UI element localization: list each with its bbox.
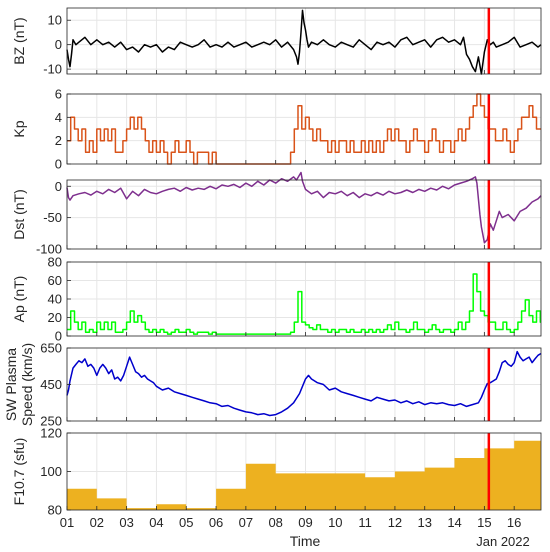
y-tick-label: 0 [55, 179, 62, 194]
x-tick-label: 04 [149, 515, 163, 530]
x-tick-label: 09 [298, 515, 312, 530]
x-tick-label: 01 [60, 515, 74, 530]
series-line [66, 171, 542, 244]
x-tick-label: 14 [447, 515, 461, 530]
y-tick-label: -10 [43, 62, 62, 77]
axes-frame [66, 7, 542, 75]
panel-3: -100 -50 0 Dst (nT) [11, 171, 542, 257]
y-tick-label: 450 [40, 377, 62, 392]
y-tick-label: 250 [40, 414, 62, 429]
date-note: Jan 2022 [476, 534, 530, 549]
y-tick-label: 10 [48, 13, 62, 28]
x-tick-label: 15 [477, 515, 491, 530]
axes-frame [66, 179, 542, 250]
y-tick-label: 4 [55, 110, 62, 125]
y-tick-label: -100 [36, 242, 62, 257]
y-tick-label: 40 [48, 292, 62, 307]
y-tick-label: 120 [40, 426, 62, 441]
x-tick-label: 10 [328, 515, 342, 530]
x-tick-label: 05 [179, 515, 193, 530]
x-tick-label: 11 [358, 515, 372, 530]
y-axis-label: Ap (nT) [11, 276, 27, 323]
panel-2: 0 2 4 6 Kp [11, 87, 542, 172]
x-tick-label: 02 [90, 515, 104, 530]
y-tick-label: 60 [48, 273, 62, 288]
y-tick-label: 100 [40, 464, 62, 479]
y-axis-label: Speed (km/s) [19, 343, 35, 426]
panel-1: -10 0 10 BZ (nT) [11, 7, 542, 77]
y-tick-label: 0 [55, 157, 62, 172]
series-line [66, 9, 542, 75]
y-axis-label: Dst (nT) [11, 189, 27, 240]
panel-6: 80 100 120 01 02 03 04 05 06 07 08 09 10 11 12 13 14 15 16… [11, 426, 542, 530]
panel-5: 250 450 650 SW Plasma Speed (km/s) [3, 341, 542, 429]
y-axis-label: BZ (nT) [11, 17, 27, 64]
y-tick-label: 2 [55, 133, 62, 148]
x-tick-label: 16 [507, 515, 521, 530]
x-tick-label: 12 [388, 515, 402, 530]
y-axis-label: F10.7 (sfu) [11, 438, 27, 506]
y-tick-label: 650 [40, 341, 62, 356]
panel-4: 0 20 40 60 80 Ap (nT) [11, 255, 542, 344]
x-tick-label: 03 [119, 515, 133, 530]
series-line [66, 350, 542, 417]
y-tick-label: 6 [55, 87, 62, 102]
x-tick-label: 06 [209, 515, 223, 530]
series-line [67, 93, 542, 165]
y-tick-label: 80 [48, 255, 62, 270]
y-axis-label: SW Plasma [3, 348, 19, 421]
plot-area [67, 180, 541, 249]
y-axis-label: Kp [11, 120, 27, 137]
y-tick-label: 0 [55, 329, 62, 344]
y-tick-label: 0 [55, 37, 62, 52]
x-axis-label: Time [290, 533, 321, 549]
axes-frame [66, 93, 542, 165]
series-area [67, 440, 541, 510]
series-line [67, 273, 542, 335]
y-tick-label: 80 [48, 503, 62, 518]
y-tick-label: 20 [48, 310, 62, 325]
x-tick-label: 08 [268, 515, 282, 530]
x-tick-label: 13 [418, 515, 432, 530]
y-tick-label: -50 [43, 210, 62, 225]
x-tick-label: 07 [239, 515, 253, 530]
